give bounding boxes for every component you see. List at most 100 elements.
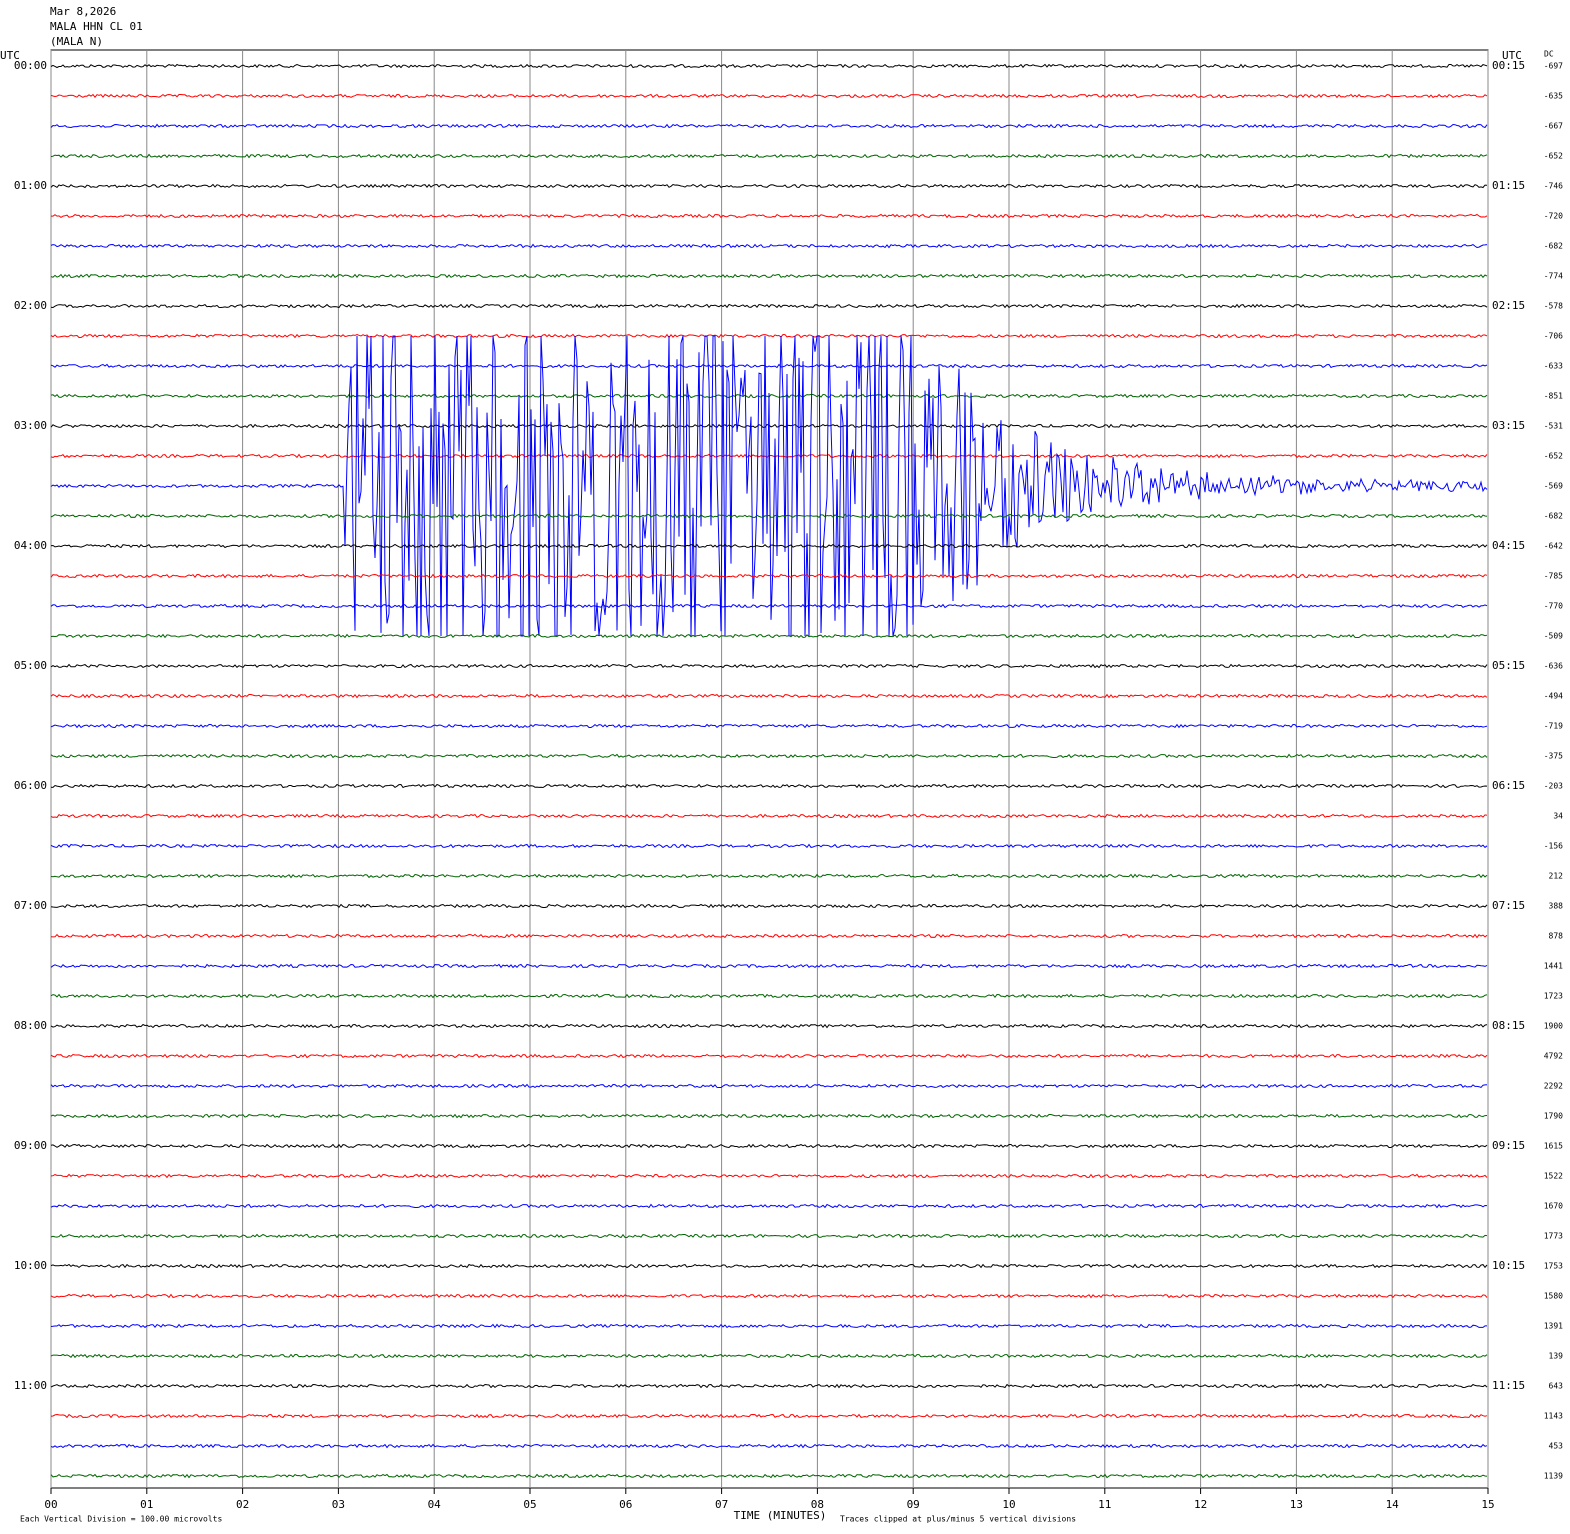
right-time-label: 02:15 <box>1492 299 1525 312</box>
dc-value: 453 <box>1549 1442 1564 1451</box>
dc-value: -697 <box>1544 62 1563 71</box>
left-time-label: 05:00 <box>14 659 47 672</box>
dc-value: 388 <box>1549 902 1564 911</box>
trace <box>50 1473 1488 1479</box>
trace <box>50 63 1488 69</box>
trace <box>50 243 1488 249</box>
x-tick-label: 12 <box>1194 1498 1207 1511</box>
dc-value: -682 <box>1544 512 1563 521</box>
dc-value: 1670 <box>1544 1202 1563 1211</box>
x-tick-label: 10 <box>1002 1498 1015 1511</box>
trace <box>50 273 1488 279</box>
trace <box>50 1203 1488 1209</box>
dc-value: -719 <box>1544 722 1563 731</box>
trace <box>50 783 1488 789</box>
dc-value: 1900 <box>1544 1022 1563 1031</box>
dc-value: 1615 <box>1544 1142 1563 1151</box>
footer-right: Traces clipped at plus/minus 5 vertical … <box>840 1515 1076 1524</box>
dc-value: -785 <box>1544 572 1563 581</box>
x-tick-label: 01 <box>140 1498 153 1511</box>
dc-value: -531 <box>1544 422 1563 431</box>
header-line: MALA HHN CL 01 <box>50 20 143 33</box>
x-tick-label: 04 <box>428 1498 442 1511</box>
dc-value: -642 <box>1544 542 1563 551</box>
right-time-label: 10:15 <box>1492 1259 1525 1272</box>
dc-value: -682 <box>1544 242 1563 251</box>
dc-value: 878 <box>1549 932 1564 941</box>
trace <box>50 723 1488 729</box>
dc-value: -635 <box>1544 92 1563 101</box>
x-tick-label: 09 <box>907 1498 920 1511</box>
trace <box>50 1293 1488 1299</box>
dc-value: -578 <box>1544 302 1563 311</box>
right-time-label: 06:15 <box>1492 779 1525 792</box>
dc-value: -706 <box>1544 332 1563 341</box>
trace <box>50 633 1488 639</box>
dc-value: -509 <box>1544 632 1563 641</box>
dc-value: 1441 <box>1544 962 1563 971</box>
dc-value: 1753 <box>1544 1262 1563 1271</box>
trace <box>50 843 1488 849</box>
trace <box>50 1323 1487 1329</box>
left-time-label: 11:00 <box>14 1379 47 1392</box>
trace <box>50 573 1488 579</box>
x-tick-label: 05 <box>523 1498 536 1511</box>
left-time-label: 02:00 <box>14 299 47 312</box>
left-time-label: 09:00 <box>14 1139 47 1152</box>
left-time-label: 08:00 <box>14 1019 47 1032</box>
dc-value: -774 <box>1544 272 1563 281</box>
footer-left: Each Vertical Division = 100.00 microvol… <box>20 1515 222 1524</box>
trace <box>50 543 1488 549</box>
trace <box>50 933 1488 939</box>
trace <box>50 873 1488 879</box>
trace <box>50 603 1488 609</box>
trace <box>50 1113 1488 1119</box>
trace <box>50 903 1488 909</box>
left-time-label: 07:00 <box>14 899 47 912</box>
right-time-label: 00:15 <box>1492 59 1525 72</box>
trace <box>50 93 1488 99</box>
right-time-label: 11:15 <box>1492 1379 1525 1392</box>
trace <box>50 693 1488 699</box>
dc-value: 1139 <box>1544 1472 1563 1481</box>
x-tick-label: 14 <box>1386 1498 1400 1511</box>
trace <box>50 303 1488 309</box>
trace <box>50 1383 1488 1389</box>
trace <box>50 1353 1488 1359</box>
trace <box>50 363 1488 369</box>
dc-value: -375 <box>1544 752 1563 761</box>
dc-value: 1143 <box>1544 1412 1563 1421</box>
dc-value: 34 <box>1553 812 1563 821</box>
dc-value: -652 <box>1544 152 1563 161</box>
left-time-label: 01:00 <box>14 179 47 192</box>
dc-value: 212 <box>1549 872 1564 881</box>
right-time-label: 05:15 <box>1492 659 1525 672</box>
trace <box>51 213 1488 219</box>
right-axis-title: UTC <box>1502 49 1522 62</box>
dc-value: -720 <box>1544 212 1563 221</box>
x-tick-label: 02 <box>236 1498 249 1511</box>
trace <box>50 513 1488 519</box>
x-tick-label: 15 <box>1481 1498 1494 1511</box>
trace <box>50 333 1488 339</box>
dc-value: -633 <box>1544 362 1563 371</box>
dc-value: 1522 <box>1544 1172 1563 1181</box>
trace <box>50 1053 1488 1059</box>
trace <box>50 1263 1488 1269</box>
dc-value: 643 <box>1549 1382 1564 1391</box>
dc-value: -746 <box>1544 182 1563 191</box>
right-time-label: 07:15 <box>1492 899 1525 912</box>
left-time-label: 00:00 <box>14 59 47 72</box>
trace <box>50 1413 1488 1419</box>
header-line: (MALA N) <box>50 35 103 48</box>
x-tick-label: 06 <box>619 1498 632 1511</box>
trace <box>50 1173 1488 1179</box>
left-time-label: 04:00 <box>14 539 47 552</box>
dc-value: -667 <box>1544 122 1563 131</box>
trace <box>50 813 1488 819</box>
trace <box>50 1083 1488 1089</box>
trace <box>50 1143 1488 1149</box>
right-time-label: 08:15 <box>1492 1019 1525 1032</box>
x-axis-title: TIME (MINUTES) <box>734 1509 827 1522</box>
left-time-label: 06:00 <box>14 779 47 792</box>
